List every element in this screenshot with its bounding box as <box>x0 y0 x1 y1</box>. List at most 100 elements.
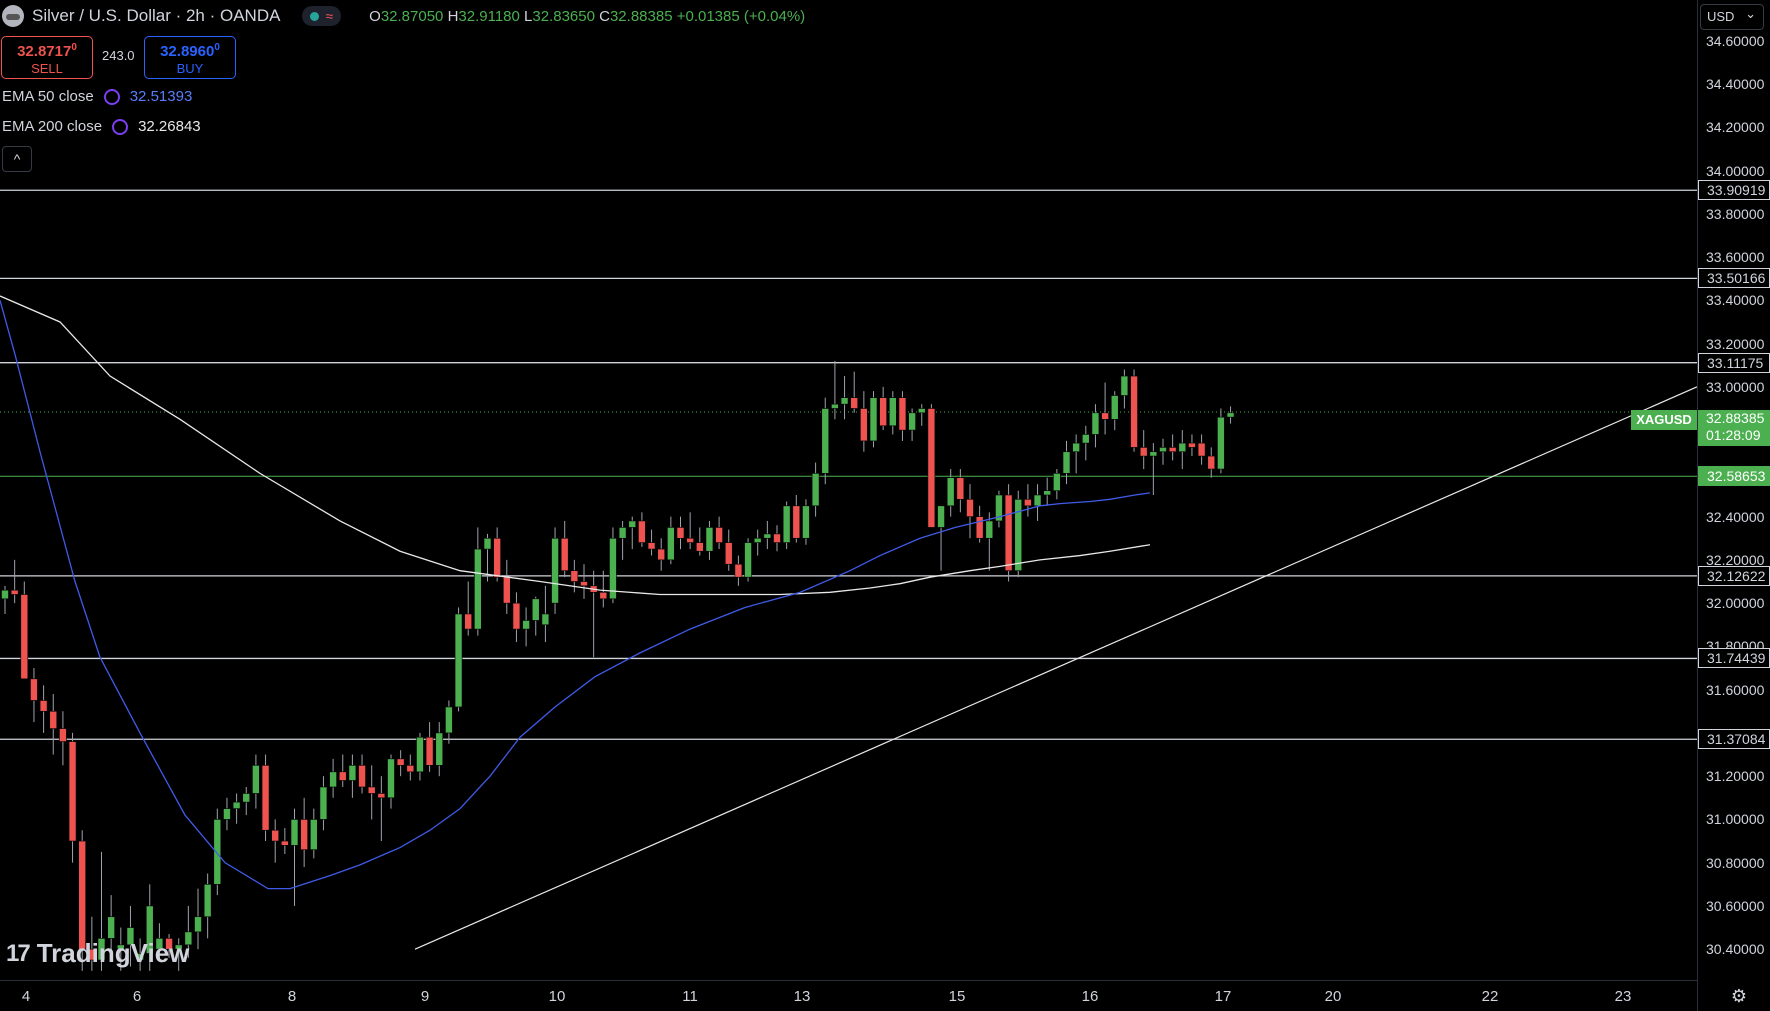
ema200-legend[interactable]: EMA 200 close 32.26843 <box>2 118 201 135</box>
candle-body <box>165 938 173 950</box>
candle-body <box>49 710 58 729</box>
ema50-value: 32.51393 <box>129 88 193 105</box>
candle-body <box>599 592 608 600</box>
ema50-legend[interactable]: EMA 50 close 32.51393 <box>2 88 192 105</box>
candle-body <box>367 786 376 794</box>
buy-price: 32.8960 <box>160 43 215 60</box>
candle-body <box>155 938 164 950</box>
ema200-label: EMA 200 close <box>2 118 103 135</box>
candle-body <box>1149 451 1158 457</box>
candle-body <box>281 840 289 846</box>
candle-body <box>1 589 9 600</box>
candle-body <box>763 533 772 539</box>
candle-body <box>271 829 280 842</box>
candle-body <box>194 916 202 933</box>
candle-body <box>1130 375 1138 448</box>
price-tick: 34.20000 <box>1706 119 1765 136</box>
time-tick: 20 <box>1324 988 1342 1005</box>
buy-button[interactable]: 32.89600 BUY <box>144 36 236 79</box>
price-tick: 33.80000 <box>1706 205 1765 222</box>
bar-countdown: 01:28:09 <box>1706 427 1761 443</box>
candle-body <box>309 819 318 850</box>
candle-body <box>59 728 67 742</box>
brand-name: TradingView <box>36 938 190 968</box>
ema50-line <box>0 300 1151 890</box>
candle-body <box>831 403 839 409</box>
change-value: +0.01385 (+0.04%) <box>676 7 806 25</box>
candle-body <box>117 944 125 950</box>
candle-body <box>425 736 434 766</box>
trendline <box>414 386 1697 950</box>
candle-body <box>290 819 299 846</box>
candle-body <box>1082 434 1090 444</box>
current-price-box: 32.88385 01:28:09 <box>1698 410 1770 446</box>
refresh-icon[interactable] <box>103 88 120 105</box>
candle-body <box>676 527 685 539</box>
ema50-label: EMA 50 close <box>2 88 94 105</box>
candle-body <box>261 765 270 831</box>
candle-body <box>20 594 29 680</box>
time-tick: 23 <box>1614 988 1632 1005</box>
price-axis[interactable] <box>1697 0 1770 1011</box>
high-value: 32.91180 <box>458 7 520 25</box>
price-tick: 34.00000 <box>1706 162 1765 179</box>
candle-body <box>657 548 666 561</box>
candle-body <box>802 505 810 539</box>
candle-body <box>638 520 646 543</box>
time-tick: 13 <box>793 988 811 1005</box>
level-label: 32.12622 <box>1698 565 1770 586</box>
candle-body <box>338 771 347 781</box>
price-chart[interactable] <box>0 0 1697 980</box>
candle-body <box>1043 490 1051 496</box>
collapse-legend-button[interactable]: ^ <box>2 146 32 172</box>
time-tick: 17 <box>1214 988 1232 1005</box>
level-label: 33.50166 <box>1698 268 1770 289</box>
candle-body <box>416 736 424 773</box>
market-open-dot-icon <box>310 11 320 21</box>
sell-label: SELL <box>31 61 63 76</box>
refresh-icon[interactable] <box>112 118 129 135</box>
candle-body <box>396 758 405 766</box>
candle-body <box>946 477 955 507</box>
market-status-pill[interactable]: ≈ <box>302 6 342 26</box>
candle-body <box>387 758 395 799</box>
candle-body <box>860 408 868 442</box>
candle-body <box>956 477 965 500</box>
candle-body <box>319 786 328 820</box>
candle-body <box>358 765 366 788</box>
candle-body <box>97 938 106 961</box>
sell-button[interactable]: 32.87170 SELL <box>1 36 93 79</box>
price-tick: 34.60000 <box>1706 32 1765 49</box>
candle-body <box>1091 412 1100 435</box>
open-value: 32.87050 <box>380 7 444 25</box>
candle-body <box>580 581 588 587</box>
time-tick: 8 <box>287 988 297 1005</box>
time-tick: 9 <box>420 988 430 1005</box>
time-tick: 6 <box>132 988 142 1005</box>
candle-body <box>927 408 936 528</box>
candle-body <box>184 931 193 946</box>
candle-body <box>454 613 463 708</box>
candle-body <box>300 819 308 850</box>
candle-body <box>1178 442 1187 453</box>
level-label: 31.37084 <box>1698 729 1770 750</box>
candle-body <box>898 397 907 431</box>
candle-body <box>145 905 154 954</box>
candle-body <box>811 473 820 507</box>
candle-body <box>937 505 945 528</box>
symbol-title[interactable]: Silver / U.S. Dollar · 2h · OANDA <box>32 6 281 25</box>
settings-icon[interactable]: ⚙ <box>1730 986 1748 1006</box>
time-tick: 11 <box>682 988 698 1005</box>
candle-body <box>1024 499 1032 507</box>
candle-body <box>1053 473 1061 491</box>
price-tick: 32.00000 <box>1706 595 1765 612</box>
candle-body <box>609 537 617 600</box>
candle-body <box>1014 499 1023 571</box>
tradingview-logo[interactable]: 17 TradingView <box>6 938 189 969</box>
time-tick: 15 <box>948 988 966 1005</box>
candle-body <box>1197 442 1206 457</box>
currency-select[interactable]: USD <box>1700 2 1764 30</box>
candle-body <box>821 408 830 474</box>
time-tick: 22 <box>1481 988 1499 1005</box>
price-tick: 31.60000 <box>1706 681 1765 698</box>
